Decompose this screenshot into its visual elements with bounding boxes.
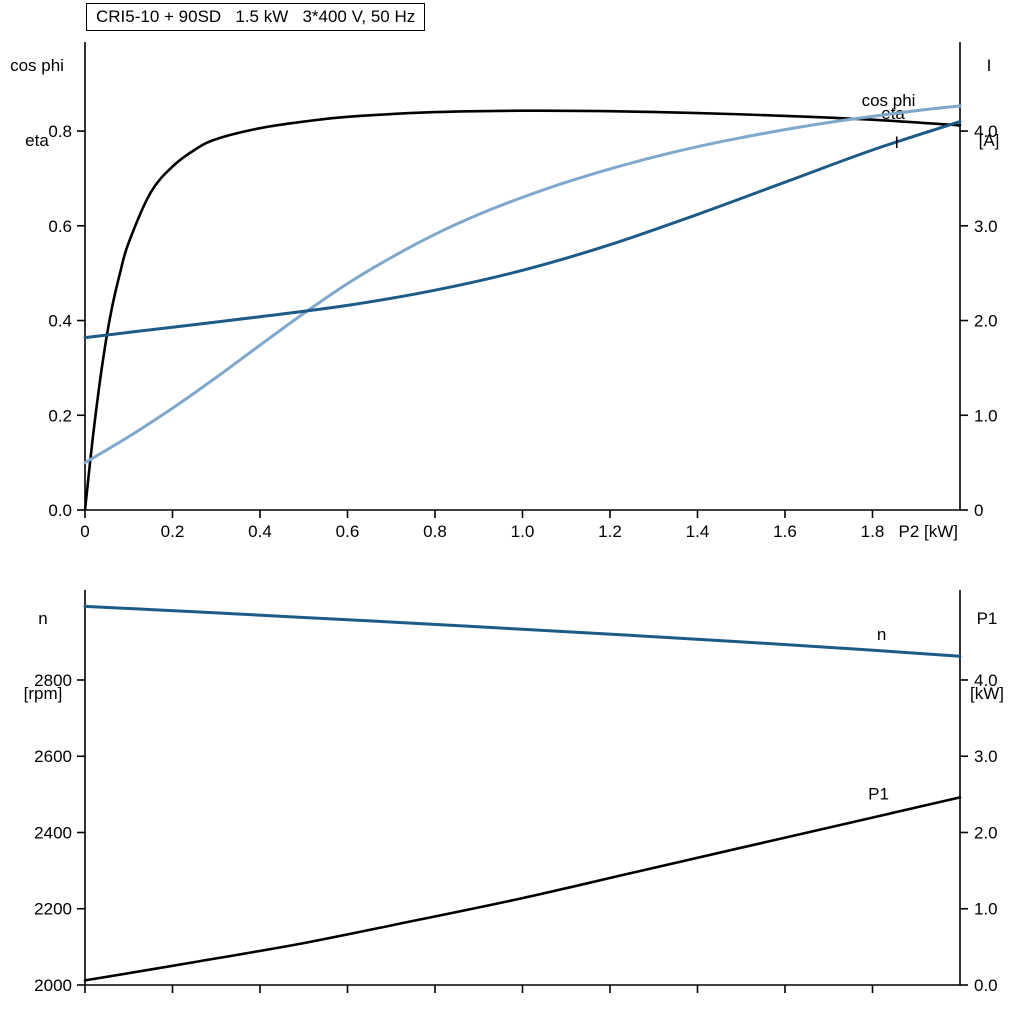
left-axis-tick-label: 2800 (34, 671, 72, 690)
left-axis-tick-label: 0.0 (48, 501, 72, 520)
top-right-axis-header: I [A] (960, 3, 1018, 203)
left-axis-tick-label: 2600 (34, 747, 72, 766)
curve-label-cos-phi: cos phi (862, 91, 916, 110)
axis-frame (84, 590, 961, 986)
right-axis-tick-label: 4.0 (974, 671, 998, 690)
right-axis-tick-label: 0 (974, 501, 983, 520)
left-axis-tick-label: 0.2 (48, 406, 72, 425)
cos-phi-axis-title: cos phi (10, 56, 64, 75)
x-axis-tick-label: 1.6 (773, 522, 797, 541)
right-axis-tick-label: 1.0 (974, 900, 998, 919)
right-axis-tick-label: 4.0 (974, 122, 998, 141)
left-axis-tick-label: 2000 (34, 976, 72, 995)
left-axis-tick-label: 2200 (34, 900, 72, 919)
right-axis-tick-label: 3.0 (974, 217, 998, 236)
eta-axis-title: eta (25, 131, 49, 150)
p1-axis-title: P1 (976, 609, 998, 628)
right-axis-tick-label: 3.0 (974, 747, 998, 766)
p1-axis-unit: [kW] (970, 684, 1004, 703)
x-axis-title: P2 [kW] (898, 522, 958, 541)
x-axis-tick-label: 1.0 (511, 522, 535, 541)
left-axis-tick-label: 0.8 (48, 122, 72, 141)
speed-axis-title: n (38, 609, 48, 628)
current-axis-unit: [A] (978, 131, 1000, 150)
x-axis-tick-label: 1.4 (686, 522, 710, 541)
x-axis-tick-label: 0.8 (423, 522, 447, 541)
x-axis-tick-label: 1.8 (861, 522, 885, 541)
x-axis-tick-label: 1.2 (598, 522, 622, 541)
x-axis-tick-label: 0.4 (248, 522, 272, 541)
x-axis-tick-label: 0 (80, 522, 89, 541)
right-axis-tick-label: 2.0 (974, 312, 998, 331)
speed-axis-unit: [rpm] (23, 684, 63, 703)
top-left-axis-header: cos phi eta (0, 3, 74, 203)
left-axis-tick-label: 0.4 (48, 312, 72, 331)
current-axis-title: I (986, 56, 992, 75)
left-axis-tick-label: 0.6 (48, 217, 72, 236)
series-eta-curve (83, 109, 962, 512)
curve-label-i: I (894, 133, 899, 152)
motor-speed-power-chart: 2000 2200 2400 2600 2800 0.0 1.0 2.0 3.0 4.0 n P1 (34, 590, 998, 995)
x-axis-tick-label: 0.6 (336, 522, 360, 541)
series-p1-curve (83, 796, 962, 982)
series-cos-phi-curve (83, 104, 962, 465)
motor-efficiency-current-chart: 0.0 0.2 0.4 0.6 0.8 0 1.0 2.0 3.0 4.0 0 0.2 0.4 0.6 0.… (48, 42, 998, 541)
bottom-left-axis-header: n [rpm] (4, 556, 82, 756)
x-axis-tick-label: 0.2 (161, 522, 185, 541)
right-axis-tick-label: 1.0 (974, 406, 998, 425)
series-n-curve (83, 604, 962, 658)
curve-label-p1: P1 (868, 785, 889, 804)
right-axis-tick-label: 2.0 (974, 823, 998, 842)
left-axis-tick-label: 2400 (34, 823, 72, 842)
bottom-right-axis-header: P1 [kW] (956, 556, 1018, 756)
axis-frame (84, 42, 961, 511)
right-axis-tick-label: 0.0 (974, 976, 998, 995)
curve-label-n: n (877, 625, 886, 644)
series-i-curve (83, 120, 962, 340)
pump-title-box: CRI5-10 + 90SD 1.5 kW 3*400 V, 50 Hz (86, 3, 426, 31)
